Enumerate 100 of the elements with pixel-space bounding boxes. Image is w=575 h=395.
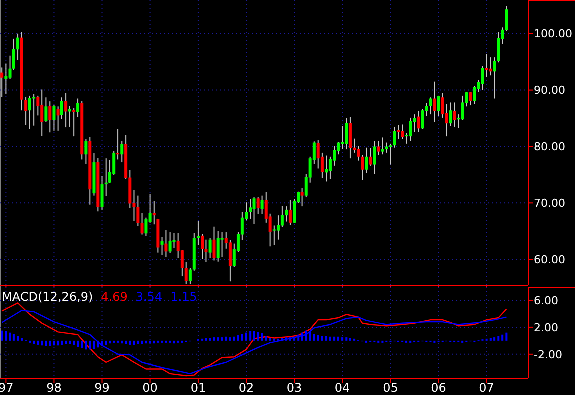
candlestick — [0, 67, 4, 98]
bar — [1, 330, 4, 341]
candlestick — [300, 188, 304, 208]
candlestick — [140, 212, 144, 236]
candlestick — [481, 66, 484, 91]
candlestick — [249, 198, 252, 220]
bar — [101, 340, 104, 346]
candlestick — [288, 200, 292, 226]
bar — [346, 338, 348, 341]
candlestick — [104, 158, 108, 197]
candlestick — [393, 126, 396, 148]
bar — [93, 340, 96, 350]
bar — [225, 336, 228, 341]
bar — [65, 340, 68, 344]
bar — [137, 340, 140, 344]
bar — [49, 340, 52, 346]
y-tick-label: 60.00 — [534, 253, 566, 266]
candlestick — [136, 195, 140, 227]
candlestick — [361, 154, 364, 181]
candlestick — [280, 205, 284, 228]
candlestick — [272, 225, 276, 246]
candlestick — [369, 148, 372, 166]
x-tick-label: 05 — [383, 381, 398, 395]
candlestick — [473, 86, 476, 105]
bar — [237, 336, 240, 341]
candlestick — [413, 114, 416, 133]
bar — [105, 340, 108, 345]
bar — [81, 340, 84, 348]
candlestick — [341, 126, 344, 150]
x-tick-label: 01 — [190, 381, 206, 395]
bar — [57, 340, 60, 346]
candlestick — [216, 230, 220, 262]
y-tick-label: -2.00 — [534, 348, 562, 362]
candlestick — [365, 147, 368, 174]
bar — [269, 338, 272, 341]
bar — [213, 338, 216, 341]
bar — [133, 340, 136, 345]
x-tick-label: 02 — [238, 381, 254, 395]
y-tick-label: 80.00 — [534, 140, 566, 154]
bar — [37, 340, 40, 345]
candlestick — [381, 137, 384, 156]
candlestick — [421, 108, 424, 130]
candlestick — [437, 95, 440, 117]
bar — [217, 338, 220, 341]
candlestick — [469, 91, 472, 106]
candlestick — [64, 92, 68, 128]
candlestick — [144, 217, 148, 237]
bar — [60, 340, 63, 345]
bar — [342, 338, 344, 341]
candlestick — [401, 124, 404, 140]
bar — [153, 340, 156, 344]
candlestick — [120, 140, 124, 164]
bar — [77, 340, 80, 347]
bar — [305, 330, 308, 341]
candlestick — [100, 176, 104, 212]
candlestick — [228, 240, 232, 282]
bar — [289, 338, 292, 341]
bar — [121, 340, 124, 344]
bar — [69, 340, 72, 344]
bar — [245, 332, 248, 341]
x-tick-label: 03 — [286, 381, 302, 395]
x-tick-label: 98 — [46, 381, 62, 395]
bar — [229, 338, 232, 341]
bar — [250, 331, 252, 341]
candlestick — [44, 97, 48, 123]
candlestick — [316, 140, 320, 170]
candlestick — [4, 63, 8, 95]
bar — [125, 340, 128, 344]
bar — [73, 340, 76, 345]
bar — [502, 334, 504, 341]
candlestick — [84, 138, 88, 165]
bar — [253, 331, 256, 341]
bar — [498, 336, 500, 341]
bar — [261, 334, 264, 341]
bar — [53, 340, 56, 346]
bar — [12, 334, 15, 341]
bar — [17, 336, 20, 341]
candlestick — [201, 234, 204, 260]
y-tick-label: 100.00 — [534, 28, 572, 41]
candlestick — [24, 96, 28, 126]
candlestick — [285, 206, 288, 222]
bar — [173, 340, 176, 344]
candlestick — [409, 117, 412, 142]
bar — [506, 332, 508, 341]
candlestick — [356, 146, 360, 162]
candlestick — [28, 95, 32, 130]
candlestick — [252, 197, 256, 225]
candlestick — [389, 143, 392, 166]
x-tick-label: 07 — [479, 381, 494, 395]
bar — [145, 340, 148, 344]
bar — [45, 340, 48, 346]
candlestick — [168, 232, 172, 254]
bar — [349, 338, 352, 341]
bar — [149, 340, 152, 344]
bar — [233, 336, 236, 341]
candlestick — [32, 94, 36, 126]
candlestick — [260, 195, 264, 215]
candlestick — [220, 232, 224, 258]
bar — [221, 338, 224, 341]
bar — [313, 334, 316, 341]
